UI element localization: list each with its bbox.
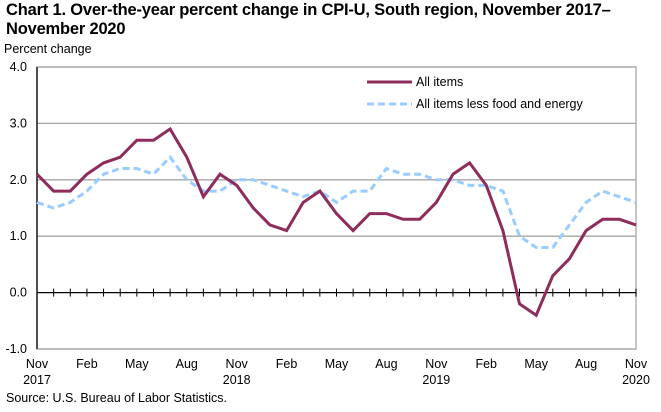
source-note: Source: U.S. Bureau of Labor Statistics. [6, 391, 227, 405]
gridlines [36, 66, 637, 350]
y-tick-label: 0.0 [10, 286, 27, 300]
x-axis: Nov 2017 Feb May Aug Nov 2018 Feb May Aug Nov 2019 F… [23, 288, 650, 387]
legend-label-core: All items less food and energy [416, 97, 584, 111]
x-tick-label: Nov [425, 357, 448, 371]
y-tick-label: 4.0 [10, 60, 27, 74]
y-axis-ticks: 4.0 3.0 2.0 1.0 0.0 -1.0 [5, 60, 27, 356]
x-tick-label: Aug [575, 357, 597, 371]
y-tick-label: 3.0 [10, 116, 27, 130]
x-tick-year-label: 2017 [23, 373, 51, 387]
x-tick-label: Feb [276, 357, 298, 371]
x-tick-label: Aug [176, 357, 198, 371]
x-tick-label: Nov [26, 357, 49, 371]
y-axis-label: Percent change [4, 42, 92, 56]
legend-label-all-items: All items [416, 75, 463, 89]
series-line-core [36, 154, 637, 249]
x-tick-label: May [125, 357, 149, 371]
y-tick-label: 2.0 [10, 173, 27, 187]
x-tick-label: Aug [375, 357, 397, 371]
x-tick-label: May [325, 357, 349, 371]
series-line-all-items [35, 126, 637, 318]
x-tick-label: Feb [475, 357, 497, 371]
y-tick-label: 1.0 [10, 229, 27, 243]
x-tick-label: May [524, 357, 548, 371]
x-tick-label: Nov [625, 357, 648, 371]
x-tick-year-label: 2020 [622, 373, 650, 387]
chart-title: Chart 1. Over-the-year percent change in… [6, 1, 611, 38]
y-tick-label: -1.0 [5, 342, 27, 356]
x-tick-label: Nov [226, 357, 249, 371]
series-lines [35, 126, 637, 318]
legend: All items All items less food and energy [367, 75, 584, 111]
x-tick-label: Feb [76, 357, 98, 371]
x-tick-year-label: 2018 [223, 373, 251, 387]
x-tick-year-label: 2019 [422, 373, 450, 387]
